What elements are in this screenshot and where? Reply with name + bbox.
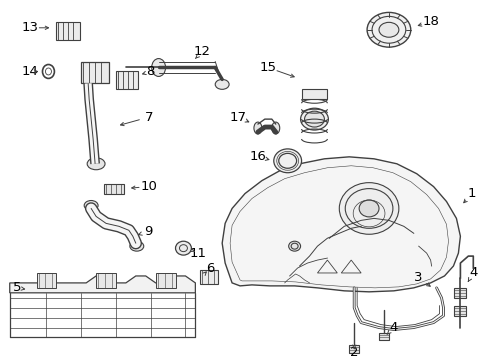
Ellipse shape — [84, 201, 98, 211]
Bar — [104, 184, 123, 194]
Bar — [81, 62, 109, 84]
Ellipse shape — [253, 122, 262, 134]
Bar — [453, 288, 466, 298]
Text: 6: 6 — [205, 261, 214, 275]
Ellipse shape — [273, 149, 301, 173]
Bar — [301, 89, 326, 99]
Polygon shape — [10, 276, 195, 293]
Ellipse shape — [304, 111, 324, 127]
Text: 1: 1 — [467, 187, 476, 200]
Text: 8: 8 — [146, 65, 155, 78]
Ellipse shape — [339, 183, 398, 234]
Ellipse shape — [288, 241, 300, 251]
Bar — [378, 333, 388, 341]
Text: 4: 4 — [389, 321, 397, 334]
Ellipse shape — [378, 22, 398, 37]
Ellipse shape — [366, 12, 410, 47]
Text: 3: 3 — [414, 271, 422, 284]
Text: 13: 13 — [21, 21, 38, 34]
Bar — [200, 270, 218, 284]
Ellipse shape — [130, 241, 143, 251]
Ellipse shape — [358, 200, 378, 217]
Ellipse shape — [215, 80, 229, 89]
Polygon shape — [222, 157, 460, 292]
Ellipse shape — [151, 59, 165, 76]
Text: 15: 15 — [259, 61, 276, 74]
Bar — [155, 273, 175, 288]
Bar — [96, 273, 116, 288]
Ellipse shape — [271, 122, 279, 134]
Text: 10: 10 — [140, 180, 157, 193]
Text: 9: 9 — [144, 225, 153, 238]
Text: 17: 17 — [229, 111, 246, 123]
Bar — [453, 306, 466, 316]
Ellipse shape — [175, 241, 191, 255]
Ellipse shape — [300, 108, 328, 130]
Text: 7: 7 — [144, 111, 153, 123]
Text: 2: 2 — [349, 346, 358, 359]
Text: 12: 12 — [193, 45, 210, 58]
Bar — [37, 273, 56, 288]
Text: 14: 14 — [21, 65, 38, 78]
Text: 11: 11 — [189, 247, 206, 260]
Text: 4: 4 — [468, 266, 476, 279]
Text: 16: 16 — [249, 150, 266, 163]
Text: 18: 18 — [421, 15, 438, 28]
Bar — [116, 72, 138, 89]
Bar — [348, 346, 358, 354]
Text: 5: 5 — [12, 282, 21, 294]
Ellipse shape — [87, 158, 105, 170]
Bar — [56, 22, 80, 40]
